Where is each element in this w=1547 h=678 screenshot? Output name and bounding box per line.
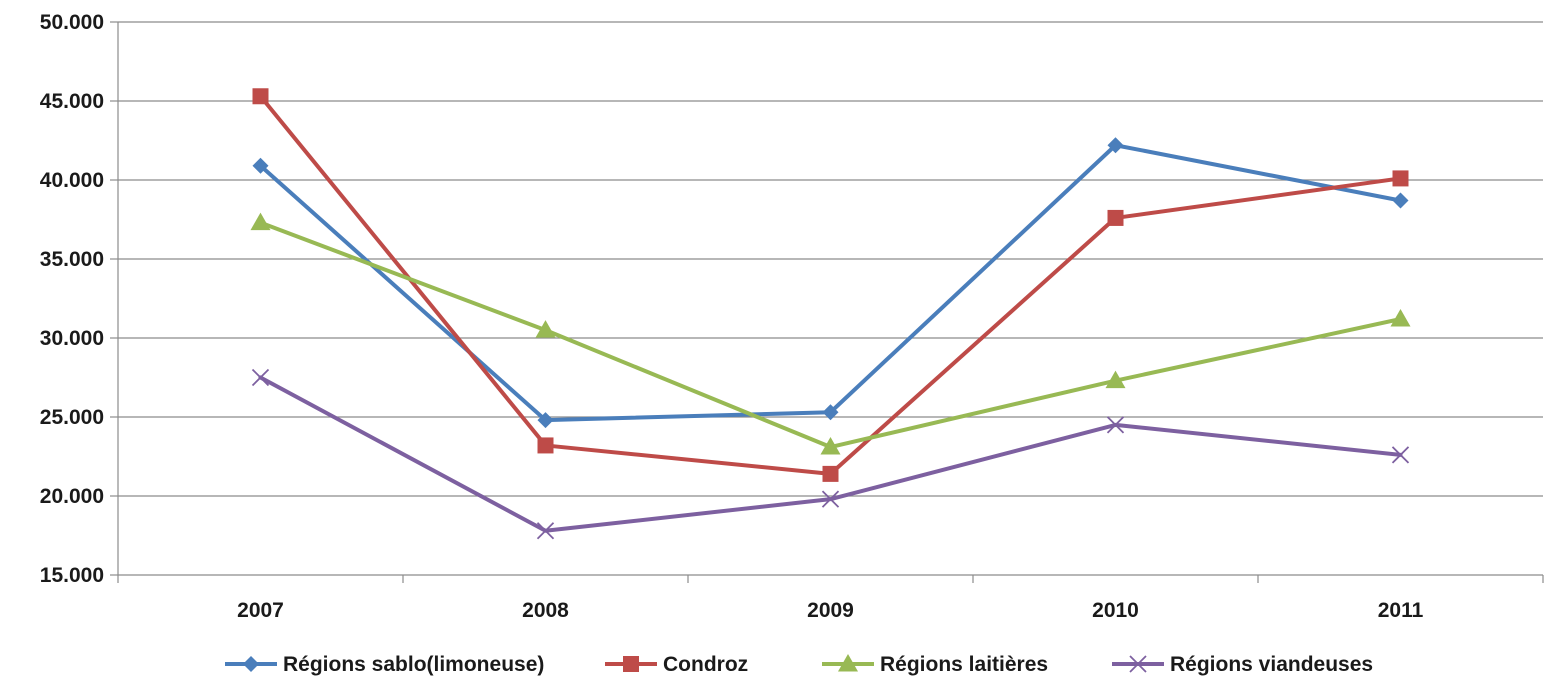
data-point-2-2010 [1105,370,1126,389]
data-point-1-2007 [252,88,269,105]
data-point-1-2008 [537,437,554,454]
legend-label-3: Régions viandeuses [1170,653,1373,676]
x-tick-label-2009: 2009 [807,599,854,622]
legend-item-1: Condroz [605,653,748,676]
legend-marker-2 [838,654,858,672]
data-point-0-2009 [822,404,839,421]
legend-marker-1 [623,656,639,672]
data-point-1-2009 [822,465,839,482]
x-tick-label-2007: 2007 [237,599,284,622]
legend-marker-3 [1129,655,1147,673]
data-point-1-2011 [1392,170,1409,187]
series-3 [251,368,1410,540]
data-point-3-2008 [536,522,555,540]
series-line-0 [258,143,1403,423]
legend-label-1: Condroz [663,653,748,676]
x-tick-label-2011: 2011 [1378,599,1424,622]
y-tick-label: 30.000 [40,327,104,350]
series-lines [250,88,1411,540]
legend-item-2: Régions laitières [822,653,1048,676]
data-point-2-2011 [1390,309,1411,327]
y-tick-label: 25.000 [40,406,104,429]
data-point-0-2010 [1107,137,1124,154]
y-axis-tick-labels: 15.000 20.000 25.000 30.000 35.000 40.000 45.0… [40,11,104,587]
series-2 [250,212,1411,455]
legend-item-0: Régions sablo(limoneuse) [225,653,544,676]
data-point-3-2010 [1106,416,1125,434]
legend-label-2: Régions laitières [880,653,1048,676]
axes [110,21,1544,583]
data-point-2-2008 [535,320,556,338]
data-point-3-2011 [1391,446,1410,464]
data-point-0-2007 [252,157,269,174]
data-point-2-2009 [820,437,841,455]
y-tick-label: 15.000 [40,564,104,587]
legend-item-3: Régions viandeuses [1112,653,1373,676]
data-point-3-2007 [251,368,270,387]
x-tick-label-2010: 2010 [1092,599,1139,622]
data-point-0-2011 [1392,192,1409,209]
x-axis-tick-labels: 2007 2008 2009 2010 2011 [237,599,1423,622]
legend-label-0: Régions sablo(limoneuse) [283,653,544,676]
data-point-3-2009 [821,490,840,508]
legend: Régions sablo(limoneuse) Condroz Régions l… [225,653,1373,676]
data-point-1-2010 [1107,209,1124,226]
gridlines [118,21,1543,497]
y-tick-label: 20.000 [40,485,104,508]
data-point-2-2007 [250,212,271,231]
y-tick-label: 40.000 [40,169,104,192]
y-tick-label: 50.000 [40,11,104,34]
data-point-0-2008 [537,412,554,429]
y-tick-label: 35.000 [40,248,104,271]
y-tick-label: 45.000 [40,90,104,113]
series-1 [252,88,1409,482]
series-0 [252,137,1409,429]
legend-marker-0 [243,656,259,672]
x-tick-label-2008: 2008 [522,599,569,622]
